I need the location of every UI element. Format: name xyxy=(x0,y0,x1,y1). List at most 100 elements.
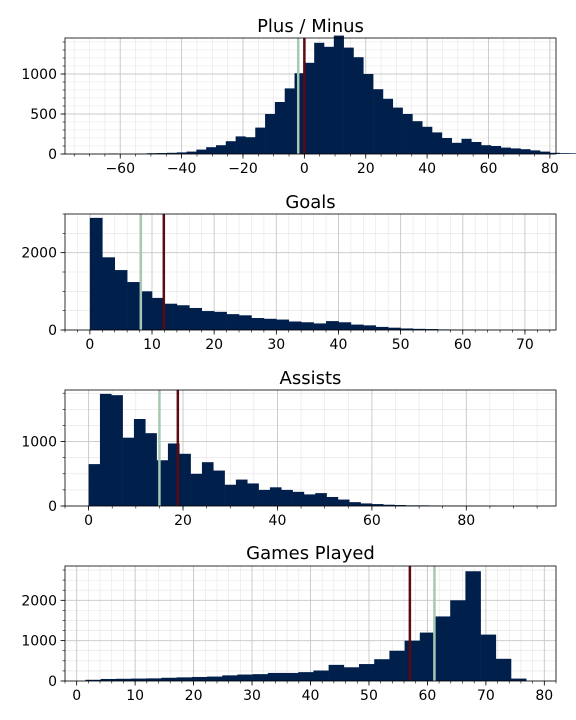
histogram-bar xyxy=(189,307,203,330)
x-tick-label: 70 xyxy=(477,688,495,704)
histogram-bar xyxy=(422,126,433,154)
y-tick-label: 0 xyxy=(48,323,57,339)
histogram-bar xyxy=(441,138,452,154)
y-tick-label: 2000 xyxy=(21,246,57,262)
histogram-bars xyxy=(88,393,497,506)
histogram-bar xyxy=(164,303,178,330)
histogram-bar xyxy=(435,616,451,681)
histogram-bar xyxy=(292,491,305,506)
histogram-bar xyxy=(276,319,290,330)
x-tick-label: −20 xyxy=(228,161,258,177)
histogram-bar xyxy=(549,152,560,154)
histogram-bar xyxy=(333,35,344,154)
histogram-bar xyxy=(167,443,180,506)
x-tick-label: −60 xyxy=(105,161,135,177)
histogram-bar xyxy=(349,502,361,506)
histogram-bar xyxy=(222,675,238,681)
histogram-bar xyxy=(122,437,135,506)
histogram-bar xyxy=(425,329,439,330)
histogram-bar xyxy=(191,676,208,681)
histogram-bar xyxy=(363,325,377,330)
x-tick-label: 40 xyxy=(330,337,348,353)
histogram-bar xyxy=(353,57,364,155)
histogram-bar xyxy=(298,672,314,681)
histogram-bar xyxy=(315,493,327,506)
histogram-bar xyxy=(343,47,354,154)
chart-panel-2: Goals 0 10 20 30 40 50 60 70 0 2000 xyxy=(21,192,557,353)
histogram-bar xyxy=(139,291,153,330)
x-tick-label: 80 xyxy=(541,161,559,177)
x-tick-label: 40 xyxy=(302,688,320,704)
histogram-bar xyxy=(569,153,576,154)
x-tick-label: 10 xyxy=(126,688,144,704)
chart-panel-1: Plus / Minus −60 −40 −20 0 20 40 60 80 0 500 1000 xyxy=(21,16,576,177)
histogram-bar xyxy=(186,151,197,154)
histogram-bar xyxy=(373,89,384,154)
histogram-bar xyxy=(432,132,443,154)
y-tick-label: 1000 xyxy=(21,67,57,83)
x-tick-label: 0 xyxy=(85,337,94,353)
histogram-bar xyxy=(284,88,295,154)
histogram-bar xyxy=(247,483,259,506)
histogram-bar xyxy=(201,462,214,506)
histogram-bar xyxy=(85,679,101,681)
histogram-bar xyxy=(450,600,466,681)
x-tick-label: 20 xyxy=(185,688,203,704)
histogram-bar xyxy=(237,674,253,681)
histogram-bar xyxy=(235,479,248,506)
histogram-bar xyxy=(400,328,414,330)
histogram-bar xyxy=(225,141,236,154)
histogram-bar xyxy=(263,318,277,330)
histogram-bar xyxy=(267,672,284,681)
chart-panel-4: Games Played 0 10 20 30 40 50 60 70 80 0 1000 2000 xyxy=(21,543,557,704)
histogram-bar xyxy=(559,153,570,154)
x-tick-label: 60 xyxy=(418,688,436,704)
histogram-bar xyxy=(301,322,314,330)
histogram-bar xyxy=(383,504,395,506)
histogram-bars xyxy=(85,571,527,681)
histogram-bar xyxy=(206,147,217,154)
histogram-bar xyxy=(115,678,132,681)
x-tick-label: 60 xyxy=(480,161,498,177)
histogram-bar xyxy=(394,505,407,506)
histogram-bar xyxy=(288,321,302,330)
histogram-bar xyxy=(99,393,112,506)
histogram-bar xyxy=(111,395,123,506)
x-tick-label: 50 xyxy=(392,337,410,353)
histogram-bar xyxy=(481,145,492,154)
histogram-bar xyxy=(510,148,521,154)
histogram-bar xyxy=(179,453,191,506)
histogram-bar xyxy=(392,107,403,154)
axes-frame xyxy=(64,389,557,507)
histogram-bar xyxy=(252,674,269,681)
histogram-bar xyxy=(388,327,401,330)
chart-title: Games Played xyxy=(246,543,375,564)
histogram-bars xyxy=(89,217,538,330)
x-tick-label: 30 xyxy=(243,688,261,704)
x-tick-label: 80 xyxy=(457,513,475,529)
x-tick-label: −40 xyxy=(167,161,197,177)
y-tick-label: 2000 xyxy=(21,593,57,609)
x-tick-label: 20 xyxy=(174,513,192,529)
histogram-bar xyxy=(102,257,116,330)
histogram-bar xyxy=(404,640,421,681)
x-tick-label: 0 xyxy=(72,688,81,704)
histogram-bar xyxy=(495,658,512,681)
histogram-bar xyxy=(239,315,252,330)
histogram-bar xyxy=(419,632,436,681)
axes-frame xyxy=(64,37,557,155)
x-tick-label: 70 xyxy=(516,337,534,353)
histogram-bar xyxy=(274,102,286,154)
histogram-bar xyxy=(114,270,128,330)
histogram-bar xyxy=(520,149,531,154)
y-tick-label: 0 xyxy=(48,147,57,163)
x-tick-label: 0 xyxy=(300,161,309,177)
y-tick-label: 0 xyxy=(48,499,57,515)
histogram-bar xyxy=(131,678,147,681)
histogram-bar xyxy=(471,142,482,154)
histogram-bar xyxy=(214,311,227,330)
histogram-bar xyxy=(413,328,426,330)
histogram-bar xyxy=(363,74,374,154)
y-tick-label: 1000 xyxy=(21,634,57,650)
histogram-bar xyxy=(359,664,375,681)
